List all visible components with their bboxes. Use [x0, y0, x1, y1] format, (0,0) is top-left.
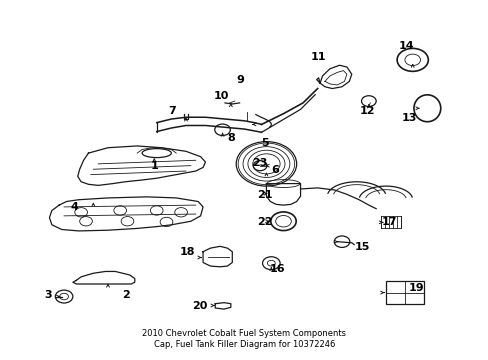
Text: 4: 4: [71, 202, 79, 212]
Text: 9: 9: [236, 75, 244, 85]
Text: 13: 13: [401, 113, 416, 123]
Text: 16: 16: [269, 264, 285, 274]
Text: 2010 Chevrolet Cobalt Fuel System Components
Cap, Fuel Tank Filler Diagram for 1: 2010 Chevrolet Cobalt Fuel System Compon…: [142, 329, 346, 348]
Text: 15: 15: [354, 242, 369, 252]
Text: 21: 21: [257, 190, 272, 200]
Text: 1: 1: [150, 161, 158, 171]
Text: 17: 17: [381, 217, 397, 227]
Text: 7: 7: [168, 106, 176, 116]
Text: 2: 2: [122, 291, 130, 301]
Text: 3: 3: [44, 291, 52, 301]
Text: 14: 14: [398, 41, 413, 51]
Text: 18: 18: [179, 247, 194, 257]
Text: 20: 20: [192, 301, 207, 311]
Text: 12: 12: [359, 106, 374, 116]
Text: 11: 11: [310, 52, 325, 62]
Text: 8: 8: [227, 133, 235, 143]
Text: 6: 6: [270, 165, 278, 175]
Text: 19: 19: [407, 283, 423, 293]
Text: 5: 5: [261, 138, 269, 148]
Text: 22: 22: [257, 217, 272, 227]
Text: 23: 23: [252, 158, 267, 168]
Text: 10: 10: [213, 91, 228, 102]
